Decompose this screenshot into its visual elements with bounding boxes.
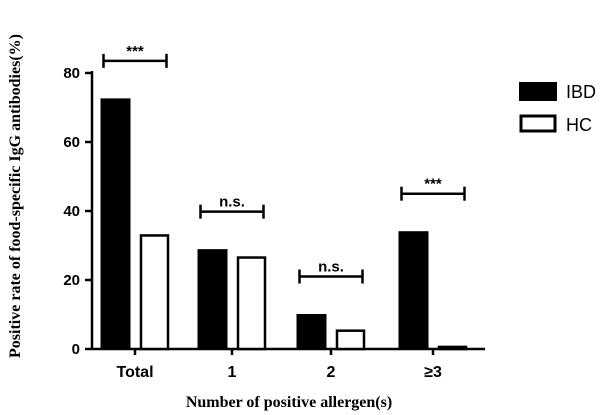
bar-ibd	[296, 314, 327, 350]
y-ticks: 0 20 40 60 80	[63, 65, 92, 358]
significance-brackets: *** n.s. n.s. ***	[102, 43, 466, 284]
y-tick-label: 0	[72, 341, 80, 358]
bar-ibd	[197, 249, 228, 350]
bar-hc	[139, 234, 170, 351]
significance-label: n.s.	[219, 194, 245, 211]
y-tick-label: 60	[63, 134, 80, 151]
bar-hc	[236, 256, 267, 351]
legend: IBD HC	[519, 82, 596, 135]
legend-swatch-ibd	[519, 82, 557, 101]
bar-hc	[437, 345, 468, 351]
y-tick-label: 40	[63, 203, 80, 220]
y-tick-label: 80	[63, 65, 80, 82]
bar-hc	[335, 329, 366, 351]
x-tick-label: 1	[228, 364, 237, 381]
legend-label-ibd: IBD	[566, 82, 596, 102]
bar-ibd	[100, 98, 131, 350]
significance-label: ***	[424, 176, 442, 193]
x-tick-label: ≥3	[424, 364, 442, 381]
y-tick-label: 20	[63, 272, 80, 289]
x-tick-label: 2	[327, 364, 336, 381]
bar-ibd	[398, 231, 429, 350]
x-tick-labels: Total 1 2 ≥3	[116, 349, 442, 381]
legend-label-hc: HC	[566, 115, 592, 135]
significance-label: ***	[126, 43, 144, 60]
significance-label: n.s.	[318, 259, 344, 276]
x-tick-label: Total	[116, 364, 153, 381]
bars	[100, 98, 468, 351]
x-axis-title: Number of positive allergen(s)	[186, 394, 392, 411]
legend-swatch-hc	[519, 114, 557, 133]
y-axis-title: Positive rate of food-specific IgG antib…	[7, 34, 24, 358]
